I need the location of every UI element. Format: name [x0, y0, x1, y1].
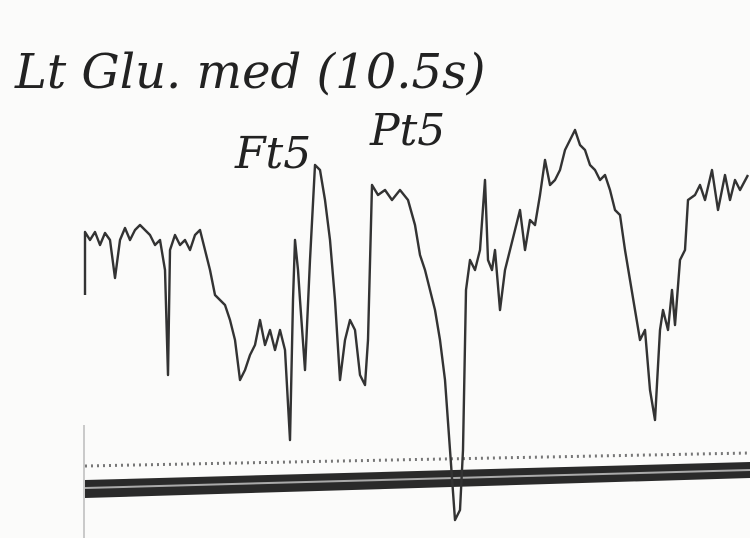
handwritten-title: Lt Glu. med (10.5s) — [14, 44, 485, 100]
handwritten-label: Pt5 — [369, 105, 445, 156]
handwritten-label: Ft5 — [234, 128, 311, 179]
page: Lt Glu. med (10.5s) Ft5 Pt5 (() => { con… — [0, 0, 750, 538]
scan: Lt Glu. med (10.5s) Ft5 Pt5 — [0, 0, 750, 538]
